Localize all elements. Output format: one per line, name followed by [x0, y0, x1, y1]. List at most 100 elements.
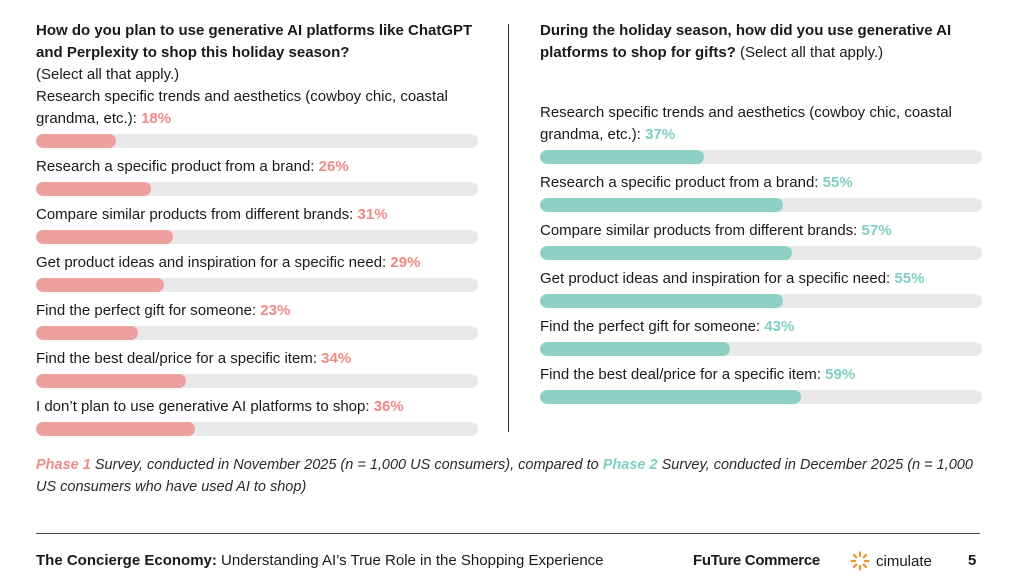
- right-bar-track: [540, 390, 982, 404]
- right-category-label: Research specific trends and aesthetics …: [540, 104, 952, 143]
- left-bar-label: I don’t plan to use generative AI platfo…: [36, 396, 478, 418]
- left-bar-label: Find the best deal/price for a specific …: [36, 348, 478, 370]
- right-bar-fill: [540, 390, 801, 404]
- left-category-label: Get product ideas and inspiration for a …: [36, 254, 386, 271]
- cimulate-logo: cimulate: [850, 551, 932, 571]
- right-chart: During the holiday season, how did you u…: [540, 20, 982, 412]
- left-value-label: 31%: [358, 206, 388, 223]
- footer-title-bold: The Concierge Economy:: [36, 552, 217, 569]
- right-category-label: Get product ideas and inspiration for a …: [540, 270, 890, 287]
- left-bar-label: Get product ideas and inspiration for a …: [36, 252, 478, 274]
- right-bar-track: [540, 198, 982, 212]
- left-bar-fill: [36, 278, 164, 292]
- left-bar-track: [36, 278, 478, 292]
- right-bar-fill: [540, 342, 730, 356]
- left-bar-item: Find the perfect gift for someone: 23%: [36, 300, 478, 340]
- right-bar-track: [540, 342, 982, 356]
- left-chart: How do you plan to use generative AI pla…: [36, 20, 478, 444]
- right-value-label: 59%: [825, 366, 855, 383]
- right-category-label: Find the perfect gift for someone:: [540, 318, 760, 335]
- right-category-label: Find the best deal/price for a specific …: [540, 366, 821, 383]
- survey-footnote: Phase 1 Survey, conducted in November 20…: [36, 454, 996, 498]
- footer-title-rest: Understanding AI’s True Role in the Shop…: [217, 552, 604, 569]
- right-bar-label: Research a specific product from a brand…: [540, 172, 982, 194]
- right-value-label: 55%: [823, 174, 853, 191]
- right-bar-item: Research a specific product from a brand…: [540, 172, 982, 212]
- left-value-label: 23%: [260, 302, 290, 319]
- left-bar-track: [36, 326, 478, 340]
- left-bar-track: [36, 422, 478, 436]
- left-bar-item: Research a specific product from a brand…: [36, 156, 478, 196]
- left-category-label: I don’t plan to use generative AI platfo…: [36, 398, 370, 415]
- column-divider: [508, 24, 509, 432]
- right-category-label: Research a specific product from a brand…: [540, 174, 818, 191]
- right-value-label: 37%: [645, 126, 675, 143]
- future-commerce-logo: FuTure Commerce: [693, 552, 820, 569]
- left-bar-label: Research a specific product from a brand…: [36, 156, 478, 178]
- left-category-label: Compare similar products from different …: [36, 206, 353, 223]
- left-question: How do you plan to use generative AI pla…: [36, 20, 478, 86]
- left-bar-track: [36, 134, 478, 148]
- right-bar-item: Research specific trends and aesthetics …: [540, 102, 982, 164]
- left-bars: Research specific trends and aesthetics …: [36, 86, 478, 436]
- left-bar-label: Research specific trends and aesthetics …: [36, 86, 478, 130]
- right-bar-item: Find the perfect gift for someone: 43%: [540, 316, 982, 356]
- left-value-label: 36%: [374, 398, 404, 415]
- left-bar-fill: [36, 422, 195, 436]
- left-category-label: Research a specific product from a brand…: [36, 158, 314, 175]
- left-category-label: Find the best deal/price for a specific …: [36, 350, 317, 367]
- left-value-label: 29%: [390, 254, 420, 271]
- right-bar-fill: [540, 294, 783, 308]
- cimulate-burst-icon: [850, 551, 870, 571]
- left-bar-label: Find the perfect gift for someone: 23%: [36, 300, 478, 322]
- left-bar-item: Research specific trends and aesthetics …: [36, 86, 478, 148]
- left-bar-item: Get product ideas and inspiration for a …: [36, 252, 478, 292]
- page-number: 5: [968, 552, 976, 569]
- right-bar-label: Get product ideas and inspiration for a …: [540, 268, 982, 290]
- phase1-label: Phase 1: [36, 457, 91, 473]
- right-category-label: Compare similar products from different …: [540, 222, 857, 239]
- left-value-label: 34%: [321, 350, 351, 367]
- left-bar-track: [36, 374, 478, 388]
- left-value-label: 26%: [319, 158, 349, 175]
- right-bar-fill: [540, 246, 792, 260]
- left-category-label: Research specific trends and aesthetics …: [36, 88, 448, 127]
- right-question-note: (Select all that apply.): [740, 44, 883, 61]
- left-bar-track: [36, 182, 478, 196]
- left-bar-fill: [36, 182, 151, 196]
- right-bar-label: Research specific trends and aesthetics …: [540, 102, 982, 146]
- left-bar-item: Compare similar products from different …: [36, 204, 478, 244]
- right-value-label: 43%: [764, 318, 794, 335]
- right-value-label: 55%: [894, 270, 924, 287]
- right-bar-item: Compare similar products from different …: [540, 220, 982, 260]
- left-value-label: 18%: [141, 110, 171, 127]
- right-bar-fill: [540, 150, 704, 164]
- left-question-note: (Select all that apply.): [36, 66, 179, 83]
- right-bar-track: [540, 294, 982, 308]
- phase2-label: Phase 2: [603, 457, 658, 473]
- left-bar-fill: [36, 326, 138, 340]
- left-bar-track: [36, 230, 478, 244]
- left-bar-label: Compare similar products from different …: [36, 204, 478, 226]
- right-question: During the holiday season, how did you u…: [540, 20, 982, 102]
- right-value-label: 57%: [862, 222, 892, 239]
- cimulate-wordmark: cimulate: [876, 553, 932, 570]
- right-bar-label: Compare similar products from different …: [540, 220, 982, 242]
- footer-rule: [36, 533, 980, 534]
- left-question-title: How do you plan to use generative AI pla…: [36, 22, 472, 61]
- left-bar-item: I don’t plan to use generative AI platfo…: [36, 396, 478, 436]
- right-bar-track: [540, 150, 982, 164]
- left-bar-fill: [36, 230, 173, 244]
- right-bar-label: Find the best deal/price for a specific …: [540, 364, 982, 386]
- right-bar-item: Get product ideas and inspiration for a …: [540, 268, 982, 308]
- left-category-label: Find the perfect gift for someone:: [36, 302, 256, 319]
- left-bar-item: Find the best deal/price for a specific …: [36, 348, 478, 388]
- right-bar-item: Find the best deal/price for a specific …: [540, 364, 982, 404]
- left-bar-fill: [36, 134, 116, 148]
- right-bars: Research specific trends and aesthetics …: [540, 102, 982, 404]
- footnote-text-1: Survey, conducted in November 2025 (n = …: [91, 457, 603, 473]
- right-bar-fill: [540, 198, 783, 212]
- footer-title: The Concierge Economy: Understanding AI’…: [36, 552, 604, 569]
- right-bar-label: Find the perfect gift for someone: 43%: [540, 316, 982, 338]
- right-bar-track: [540, 246, 982, 260]
